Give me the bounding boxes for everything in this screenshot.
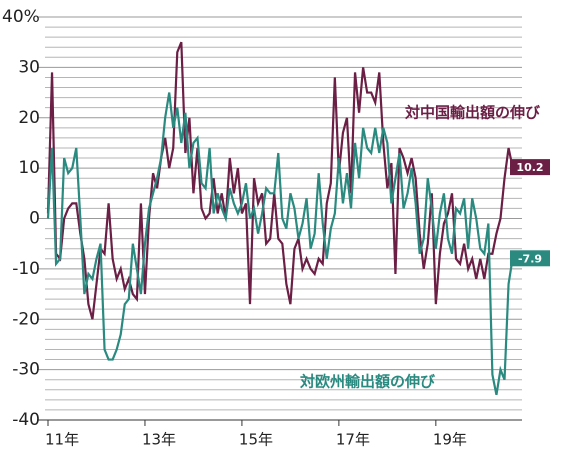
line-series: [46, 41, 514, 320]
x-tick-label: 11年: [45, 431, 79, 449]
value-label-box: [510, 159, 550, 176]
y-tick-label: -40: [12, 410, 40, 430]
x-tick-label: 19年: [433, 431, 467, 449]
series-name: 対中国輸出額の伸び: [404, 104, 540, 122]
y-tick-label: 30: [18, 57, 40, 77]
y-tick-label: -20: [12, 309, 40, 329]
x-tick-label: 17年: [336, 431, 370, 449]
x-tick-label: 13年: [142, 431, 176, 449]
series-name: 対欧州輸出額の伸び: [299, 373, 435, 391]
y-tick-label: -30: [12, 360, 40, 380]
value-label-box: [510, 250, 550, 267]
x-tick-label: 15年: [239, 431, 273, 449]
y-tick-label: 0: [29, 209, 40, 229]
value-label: -7.9: [518, 252, 542, 265]
y-tick-label: 10: [18, 158, 40, 178]
y-tick-label: -10: [12, 259, 40, 279]
value-label: 10.2: [516, 161, 543, 174]
line-series: [46, 92, 514, 396]
y-tick-label: 40%: [2, 7, 40, 27]
y-tick-label: 20: [18, 108, 40, 128]
